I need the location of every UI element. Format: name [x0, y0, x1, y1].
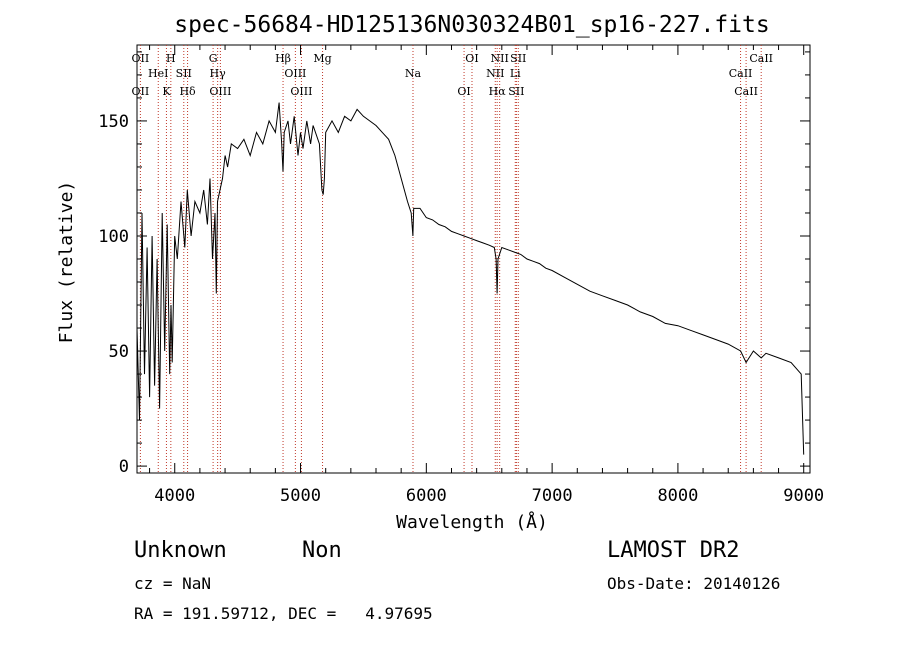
x-axis-label: Wavelength (Å) [396, 511, 548, 533]
chart-title: spec-56684-HD125136N030324B01_sp16-227.f… [174, 12, 769, 38]
line-label: Hδ [179, 85, 196, 98]
line-label: OII [132, 52, 150, 65]
y-tick-label: 150 [98, 112, 129, 132]
survey-name: LAMOST DR2 [607, 538, 740, 563]
spectral-line-markers [139, 45, 762, 473]
line-label: SII [510, 52, 526, 65]
line-label: Hα [489, 85, 507, 98]
line-label: OIII [290, 85, 312, 98]
spectrum-series-line [136, 102, 805, 455]
redshift-text: cz = NaN [134, 574, 212, 593]
y-tick-label: 50 [109, 342, 129, 362]
line-label: G [209, 52, 218, 65]
line-label: Mg [313, 52, 331, 65]
line-label: HeI [148, 67, 168, 80]
x-tick-label: 4000 [154, 486, 195, 506]
line-label: NII [491, 52, 509, 65]
obs-date-text: Obs-Date: 20140126 [607, 574, 781, 593]
line-label: CaII [734, 85, 758, 98]
line-label: Hγ [210, 67, 227, 80]
line-label: SII [176, 67, 192, 80]
line-label: Li [510, 67, 521, 80]
x-tick-label: 5000 [280, 486, 321, 506]
line-label: OII [132, 85, 150, 98]
line-label: CaII [749, 52, 773, 65]
y-tick-label: 100 [98, 227, 129, 247]
x-tick-label: 6000 [406, 486, 447, 506]
y-axis-label: Flux (relative) [56, 181, 77, 344]
line-label: SII [508, 85, 524, 98]
object-class: Non [302, 538, 342, 563]
line-label: OIII [209, 85, 231, 98]
line-label: OI [457, 85, 470, 98]
line-label: CaII [729, 67, 753, 80]
x-tick-label: 7000 [532, 486, 573, 506]
line-label: Hβ [275, 52, 291, 65]
object-name: Unknown [134, 538, 227, 563]
plot-frame [136, 44, 811, 474]
line-label: K [162, 85, 171, 98]
y-tick-label: 0 [119, 457, 129, 477]
line-label: Na [405, 67, 422, 80]
line-label: OI [465, 52, 478, 65]
x-tick-label: 8000 [657, 486, 698, 506]
axes: 4000 5000 6000 7000 8000 9000 0 50 100 150 [98, 45, 824, 506]
x-tick-label: 9000 [783, 486, 824, 506]
coordinates-text: RA = 191.59712, DEC = 4.97695 [134, 604, 433, 623]
line-label: NII [486, 67, 504, 80]
line-label: H [166, 52, 176, 65]
spectral-line-labels: OIIOIIHeIKHSIIHδGHγOIIIHβOIIIOIIIMgNaOIO… [132, 52, 773, 98]
line-label: OIII [284, 67, 306, 80]
